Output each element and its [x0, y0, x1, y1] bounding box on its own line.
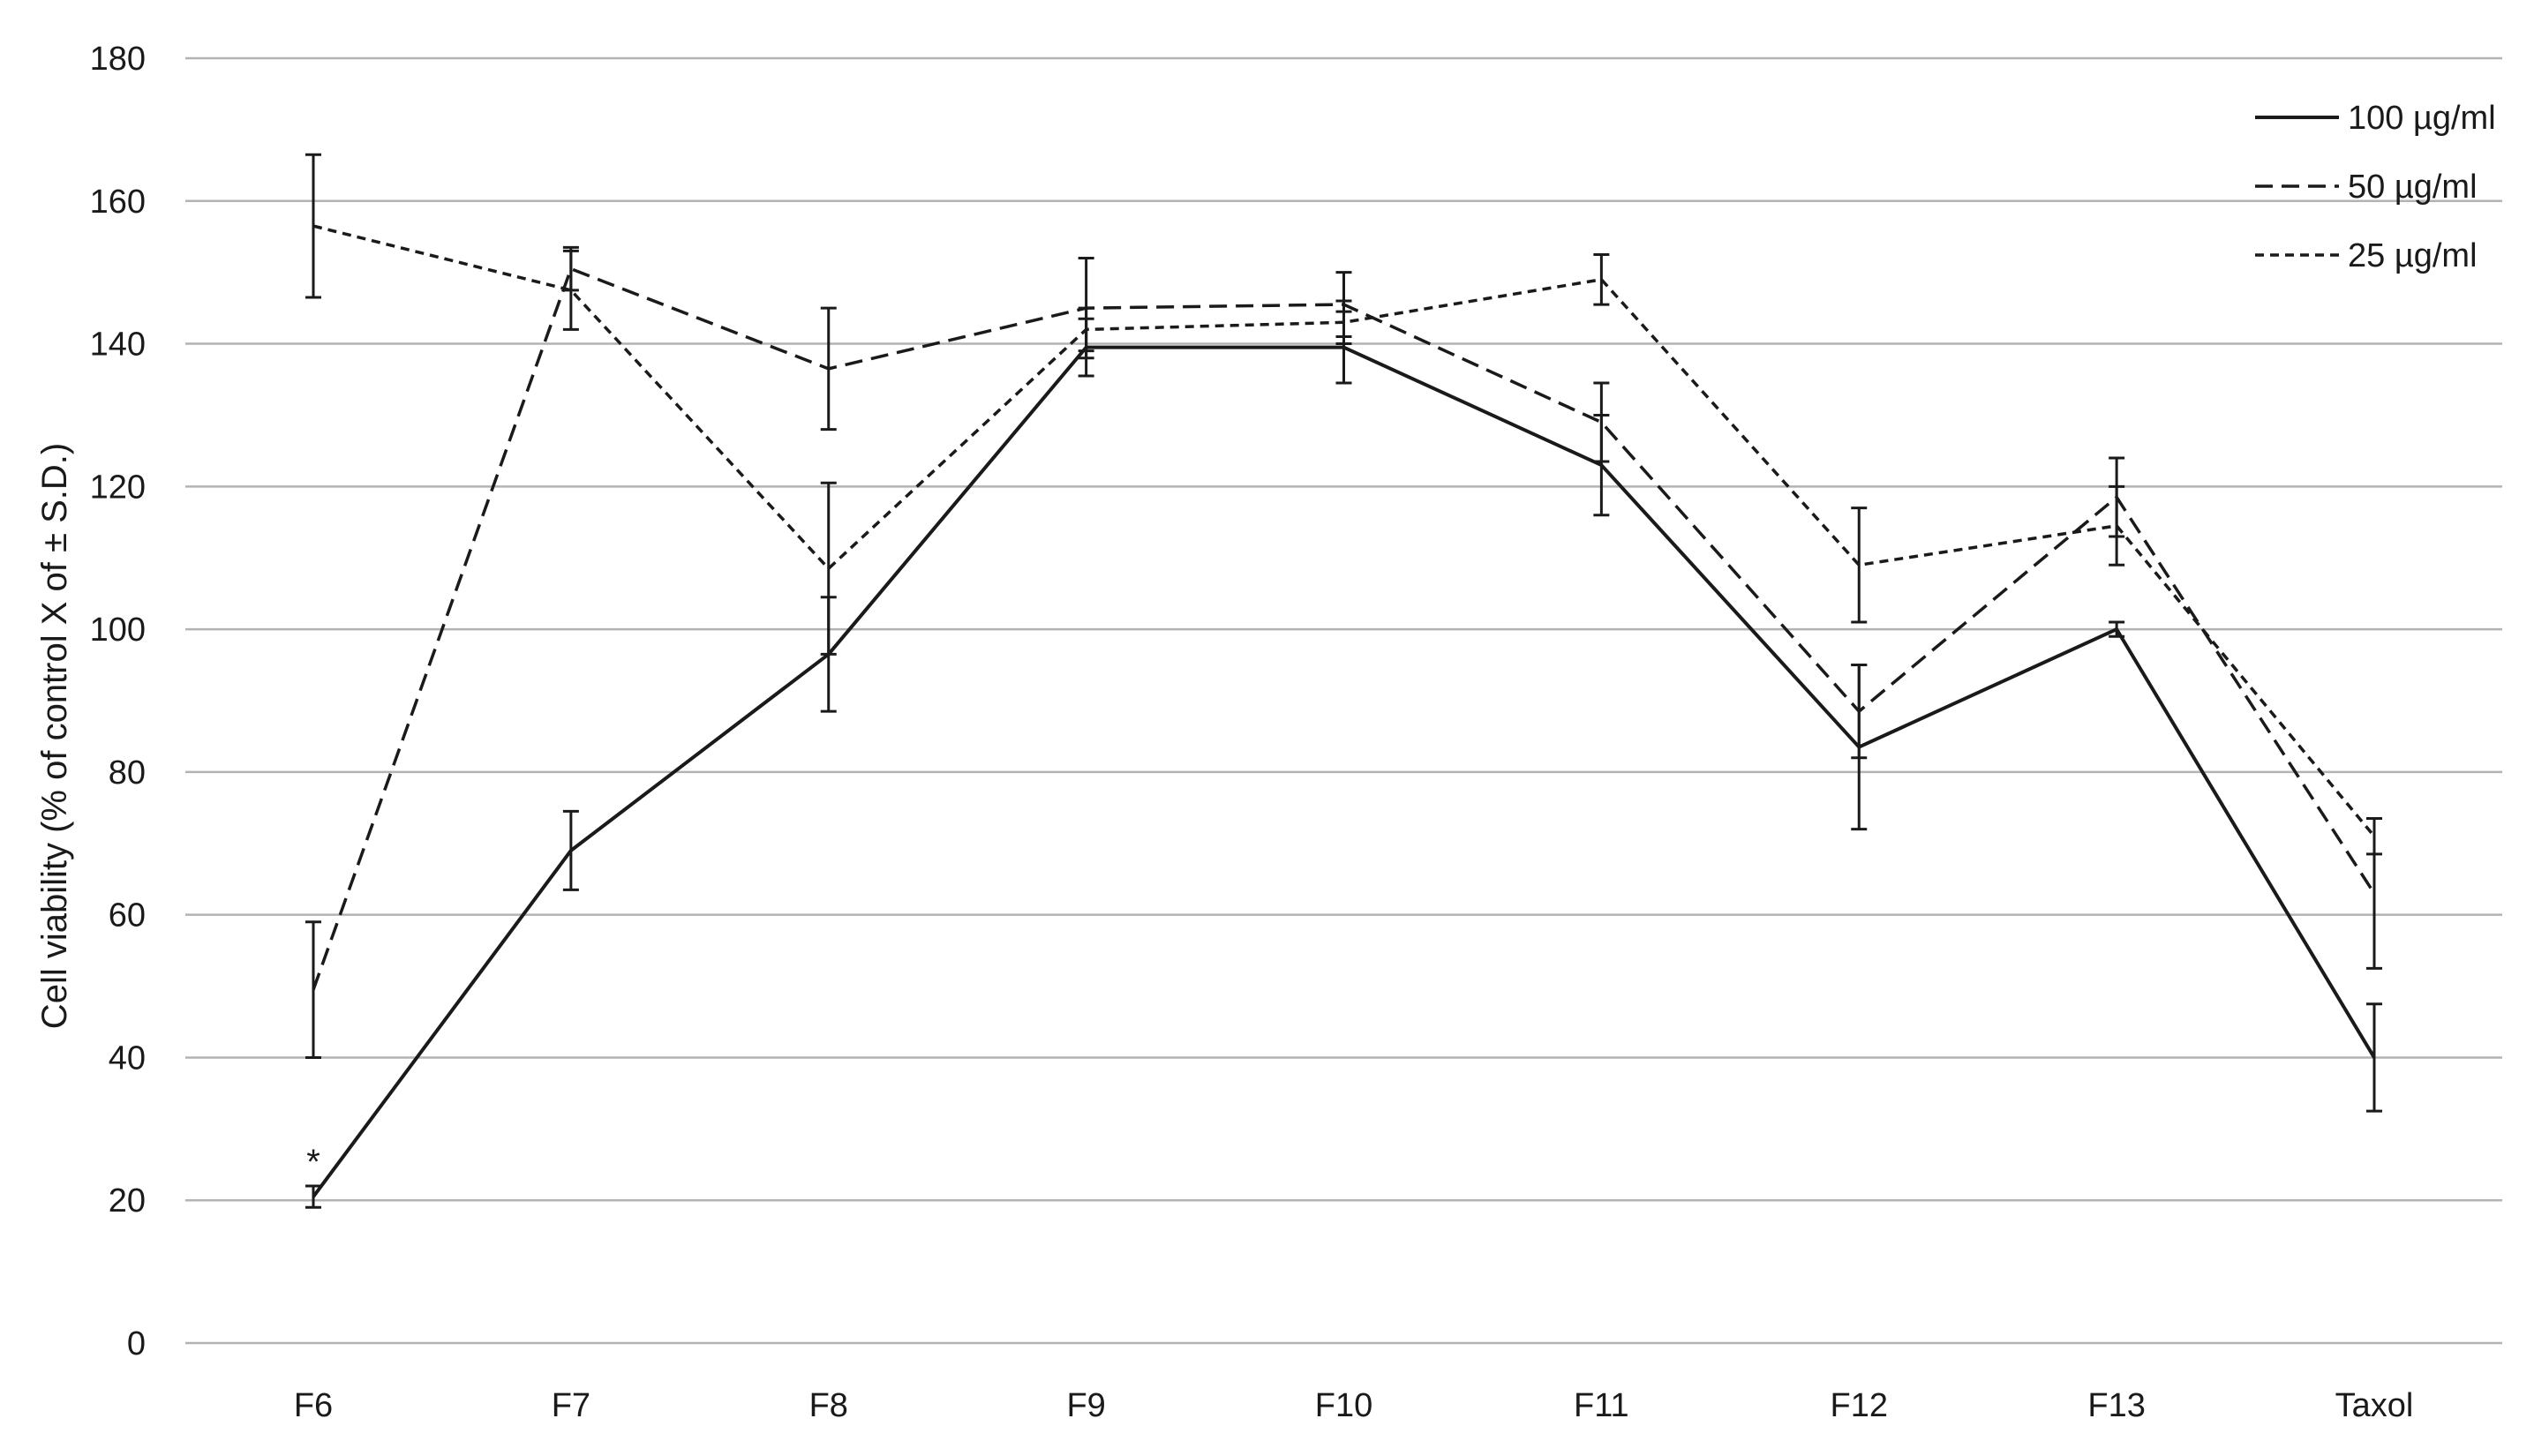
significance-asterisk: * [306, 1143, 320, 1182]
error-bar [1078, 306, 1094, 353]
error-bar [2109, 620, 2125, 638]
error-bar [820, 481, 837, 656]
y-tick-label: 160 [90, 184, 146, 221]
x-tick-label: F9 [1066, 1387, 1105, 1424]
y-tick-label: 80 [109, 754, 146, 792]
legend-label-3: 25 µg/ml [2348, 237, 2478, 274]
y-tick-label: 40 [109, 1039, 146, 1077]
y-axis-title: Cell viability (% of control X of ± S.D.… [35, 443, 74, 1029]
annotations: * [306, 1143, 320, 1182]
legend: 100 µg/ml 50 µg/ml 25 µg/ml [2255, 100, 2496, 274]
error-bar [1851, 664, 1868, 760]
error-bar [305, 1184, 321, 1209]
x-tick-label: Taxol [2335, 1387, 2414, 1424]
y-tick-label: 0 [127, 1325, 146, 1362]
legend-label-1: 100 µg/ml [2348, 100, 2496, 137]
y-tick-label: 20 [109, 1182, 146, 1220]
y-tick-label: 120 [90, 469, 146, 506]
error-bar [1593, 381, 1610, 463]
error-bars [305, 153, 2382, 1209]
grid-lines [185, 56, 2502, 1345]
x-tick-label: F11 [1574, 1387, 1629, 1424]
x-tick-labels: F6 F7 F8 F9 F10 F11 F12 F13 Taxol [294, 1387, 2414, 1424]
error-bar [562, 809, 579, 891]
x-tick-label: F12 [1831, 1387, 1888, 1424]
error-bar [305, 153, 321, 299]
y-tick-labels: 0 20 40 60 80 100 120 140 160 180 [90, 41, 146, 1362]
y-tick-label: 100 [90, 612, 146, 649]
x-tick-label: F6 [294, 1387, 333, 1424]
legend-label-2: 50 µg/ml [2348, 169, 2478, 206]
y-tick-label: 140 [90, 326, 146, 364]
error-bar [562, 249, 579, 331]
error-bar [1593, 252, 1610, 306]
error-bar [1851, 507, 1868, 624]
error-bar [1335, 299, 1352, 346]
y-tick-label: 60 [109, 897, 146, 934]
error-bar [820, 306, 837, 432]
error-bar [2366, 816, 2382, 856]
error-bar [2109, 484, 2125, 567]
error-bar [2366, 1002, 2382, 1113]
x-tick-label: F7 [552, 1387, 590, 1424]
y-tick-label: 180 [90, 41, 146, 78]
x-tick-label: F13 [2087, 1387, 2145, 1424]
x-tick-label: F8 [809, 1387, 848, 1424]
x-tick-label: F10 [1315, 1387, 1372, 1424]
error-bar [305, 920, 321, 1059]
